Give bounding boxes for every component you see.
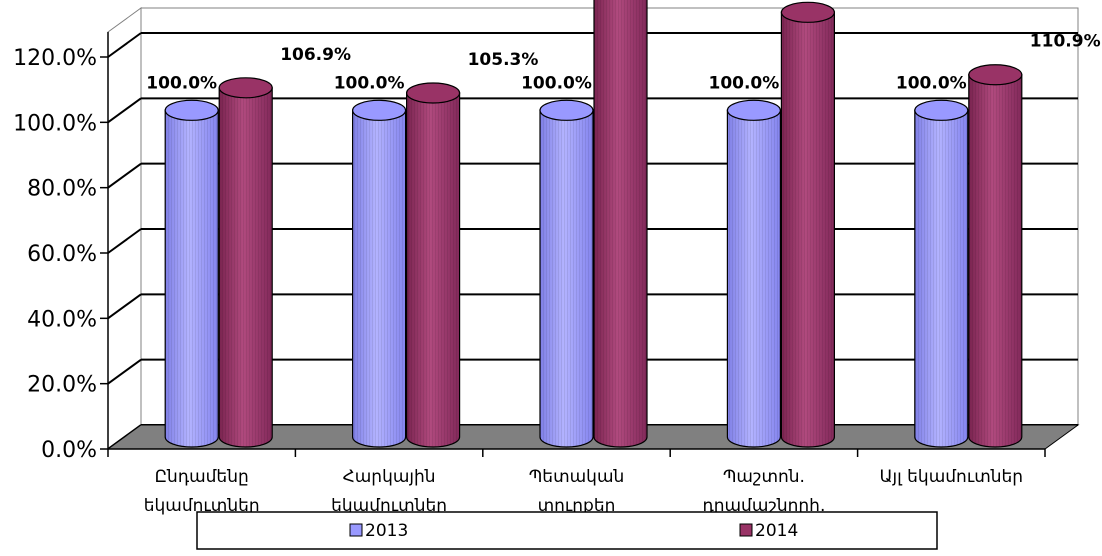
x-category-label: Ընդամենը — [155, 467, 249, 487]
plot-side-wall — [107, 7, 142, 450]
gridline-depth — [107, 32, 142, 58]
bar-top — [914, 99, 969, 121]
y-tick-label: 120.0% — [13, 46, 97, 71]
gridline-depth — [107, 97, 142, 124]
data-label: 105.3% — [468, 50, 539, 70]
bar-top — [539, 99, 594, 121]
legend-label: 2014 — [755, 521, 798, 541]
data-label: 100.0% — [521, 73, 592, 93]
bar-2014-2 — [593, 0, 648, 448]
bar-2014-4 — [968, 64, 1023, 448]
x-category-label: դրամաշնորհ. — [702, 496, 825, 516]
y-tick-label: 60.0% — [27, 242, 97, 267]
x-category-label: Պետական — [529, 467, 625, 487]
bar-texture — [727, 110, 781, 447]
gridline-depth — [107, 293, 142, 320]
data-label: 100.0% — [334, 73, 405, 93]
bar-top — [406, 82, 461, 104]
x-category-label: Այլ եկամուտներ — [880, 467, 1024, 487]
bar-texture — [352, 110, 406, 447]
bar-texture — [219, 87, 273, 447]
data-label: 100.0% — [146, 73, 217, 93]
y-tick-label: 80.0% — [27, 177, 97, 202]
x-category-label: եկամուտներ — [144, 496, 260, 516]
bar-top — [164, 99, 219, 121]
y-tick-label: 20.0% — [27, 373, 97, 398]
bar-2013-4 — [914, 99, 969, 448]
y-tick-label: 0.0% — [41, 438, 97, 463]
bar-top — [968, 64, 1023, 86]
bar-2014-3 — [780, 1, 836, 448]
bar-top — [352, 99, 407, 121]
gridline-depth — [107, 162, 142, 189]
bar-2013-3 — [726, 99, 782, 448]
bar-top — [218, 77, 273, 99]
x-category-label: տուրքեր — [538, 496, 616, 516]
gridline-depth — [107, 228, 142, 254]
y-tick-label: 100.0% — [13, 111, 97, 136]
x-category-label: Պաշտոն. — [723, 467, 805, 487]
bar-2013-2 — [539, 99, 594, 448]
x-category-label: Հարկային — [343, 467, 436, 487]
x-category-label: եկամուտներ — [331, 496, 447, 516]
data-label: 106.9% — [280, 45, 351, 65]
bar-texture — [968, 74, 1022, 447]
legend-swatch — [349, 523, 363, 537]
gridline-depth — [107, 358, 142, 385]
y-tick-label: 40.0% — [27, 307, 97, 332]
bar-top — [726, 99, 782, 121]
data-label: 100.0% — [708, 73, 779, 93]
data-label: 100.0% — [896, 73, 967, 93]
bar-texture — [406, 93, 460, 448]
bar-2014-0 — [218, 77, 273, 448]
bar-texture — [781, 12, 835, 447]
bar-2013-1 — [352, 99, 407, 448]
bar-texture — [914, 110, 968, 447]
bar-texture — [594, 0, 647, 447]
bar-top — [780, 1, 836, 23]
bar-2013-0 — [164, 99, 219, 448]
bar-2014-1 — [406, 82, 461, 448]
bar-texture — [165, 110, 219, 447]
bar-texture — [540, 110, 593, 447]
legend-box — [196, 511, 938, 550]
data-label: 110.9% — [1030, 32, 1101, 52]
legend-label: 2013 — [365, 521, 408, 541]
legend-swatch — [739, 523, 753, 537]
